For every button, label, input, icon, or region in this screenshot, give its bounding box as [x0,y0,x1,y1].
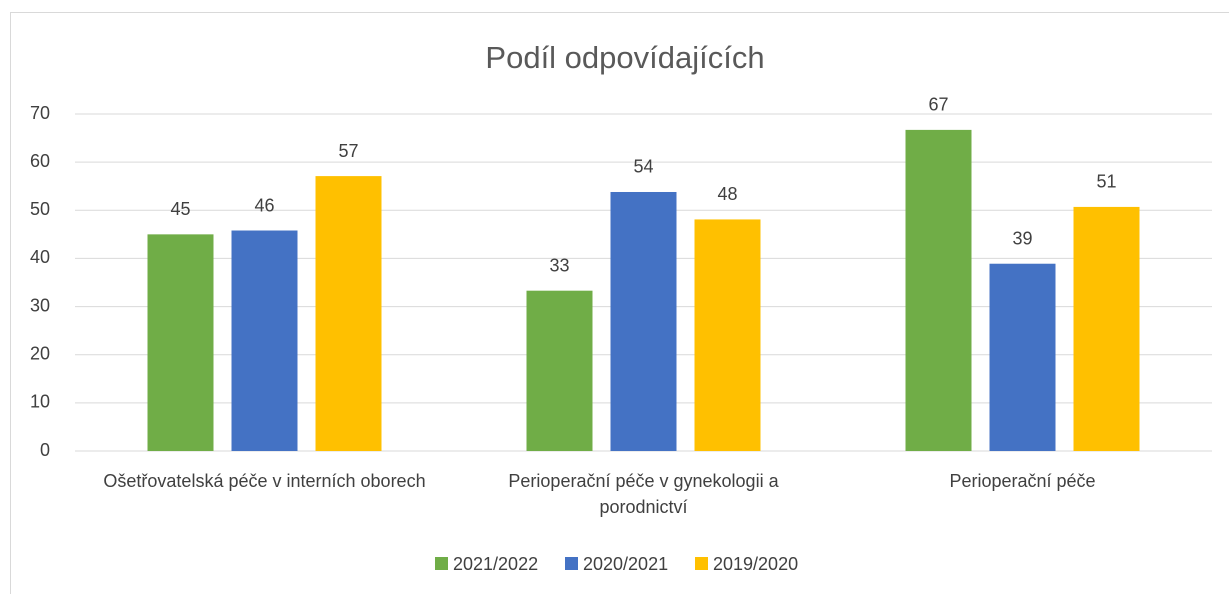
bar [315,176,382,451]
data-label: 45 [170,199,190,219]
x-tick-label: Perioperační péče v gynekologii a porodn… [508,471,779,517]
legend-swatch [695,557,708,570]
x-tick-label: Perioperační péče [949,471,1096,491]
bar [989,263,1056,451]
y-tick-label: 50 [30,199,50,219]
y-tick-label: 20 [30,343,50,363]
data-label: 39 [1012,228,1032,248]
data-label: 67 [928,95,948,115]
legend-swatch [565,557,578,570]
data-label: 48 [717,184,737,204]
bar [526,290,593,451]
legend-swatch [435,557,448,570]
bar [231,230,298,451]
bar [147,234,214,451]
x-tick-label: Ošetřovatelská péče v interních oborech [103,471,426,491]
data-label: 51 [1096,172,1116,192]
data-label: 46 [254,195,274,215]
y-tick-label: 60 [30,151,50,171]
y-tick-label: 0 [40,440,50,460]
legend-label: 2021/2022 [453,554,538,574]
data-label: 54 [633,157,653,177]
bar [905,129,972,451]
bar [610,191,677,451]
bar [1073,206,1140,451]
y-tick-label: 30 [30,295,50,315]
chart-border [10,12,1229,594]
data-label: 33 [549,255,569,275]
legend-label: 2020/2021 [583,554,668,574]
data-label: 57 [338,141,358,161]
y-tick-label: 70 [30,103,50,123]
bar [694,219,761,451]
y-tick-label: 40 [30,247,50,267]
y-tick-label: 10 [30,392,50,412]
chart-title: Podíl odpovídajících [485,40,764,75]
legend-label: 2019/2020 [713,554,798,574]
